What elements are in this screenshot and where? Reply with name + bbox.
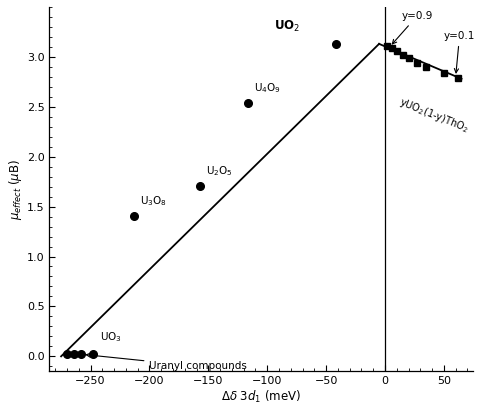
Text: UO$_3$: UO$_3$ <box>100 330 122 344</box>
Text: y=0.1: y=0.1 <box>444 31 475 73</box>
Text: UO$_2$: UO$_2$ <box>274 19 300 34</box>
X-axis label: $\Delta\delta$ 3$d_1$ (meV): $\Delta\delta$ 3$d_1$ (meV) <box>221 389 301 405</box>
Text: U$_4$O$_9$: U$_4$O$_9$ <box>254 81 281 95</box>
Text: y=0.9: y=0.9 <box>392 11 433 44</box>
Y-axis label: $\mu_{effect}$ ($\mu$B): $\mu_{effect}$ ($\mu$B) <box>7 159 24 220</box>
Text: Uranyl compounds: Uranyl compounds <box>87 353 247 371</box>
Text: U$_2$O$_5$: U$_2$O$_5$ <box>206 164 233 178</box>
Text: yUO$_2$(1-y)ThO$_2$: yUO$_2$(1-y)ThO$_2$ <box>397 95 470 136</box>
Text: U$_3$O$_8$: U$_3$O$_8$ <box>140 194 167 208</box>
